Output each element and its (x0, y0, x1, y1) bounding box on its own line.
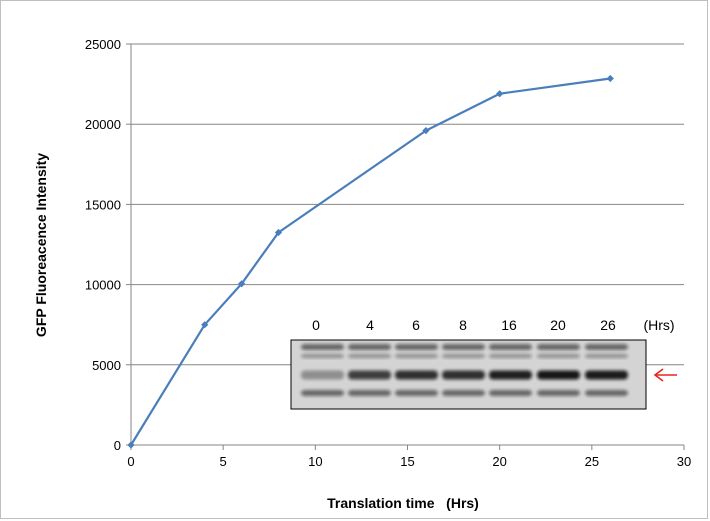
gel-band (301, 344, 344, 350)
gel-band (537, 354, 580, 358)
y-tick-label: 0 (114, 438, 121, 453)
gel-target-band (301, 370, 344, 380)
gel-band (395, 390, 438, 396)
data-point (238, 280, 246, 288)
gel-band (395, 344, 438, 350)
data-point (606, 74, 614, 83)
gel-band (395, 354, 438, 358)
x-tick-label: 15 (400, 454, 414, 469)
gel-band (489, 354, 532, 358)
gel-band (537, 390, 580, 396)
data-point (127, 441, 135, 449)
data-point (201, 321, 209, 329)
gel-band (585, 344, 628, 350)
x-tick-label: 25 (585, 454, 599, 469)
gel-lane-label: 26 (600, 317, 616, 333)
x-ticks: 0 5 10 15 20 25 30 (127, 445, 691, 469)
gel-band (348, 354, 391, 358)
gel-band (489, 390, 532, 396)
y-tick-label: 15000 (85, 197, 121, 212)
data-point (422, 127, 430, 135)
gel-band (442, 344, 485, 350)
data-point (496, 90, 504, 98)
y-tick-label: 10000 (85, 278, 121, 293)
gel-band (348, 390, 391, 396)
gel-lane-label: 8 (459, 317, 467, 333)
gel-target-band (489, 370, 532, 380)
gel-lane-labels: 0 4 6 8 16 20 26 (312, 317, 616, 333)
series-layer (127, 74, 614, 449)
gel-lane-label: 6 (412, 317, 420, 333)
gel-lane-label: 4 (366, 317, 374, 333)
gel-band (301, 354, 344, 358)
arrow-icon (653, 368, 677, 382)
gel-target-band (585, 370, 628, 380)
gel-band (442, 390, 485, 396)
y-tick-label: 25000 (85, 37, 121, 52)
gel-lane-label: 16 (501, 317, 517, 333)
x-axis-title: Translation time (Hrs) (327, 495, 479, 511)
gel-lane-label: 0 (312, 317, 320, 333)
x-tick-label: 20 (492, 454, 506, 469)
x-tick-label: 5 (220, 454, 227, 469)
gel-band (489, 344, 532, 350)
gel-inset: 0 4 6 8 16 20 26 (Hrs) (290, 317, 677, 410)
gel-band (348, 344, 391, 350)
x-tick-label: 0 (127, 454, 134, 469)
x-tick-label: 10 (308, 454, 322, 469)
gel-band (442, 354, 485, 358)
gel-target-band (442, 370, 485, 380)
gel-band (585, 390, 628, 396)
y-ticks: 0 5000 10000 15000 20000 25000 (85, 37, 131, 453)
gel-target-band (348, 370, 391, 380)
data-point (274, 228, 283, 237)
gel-band (585, 354, 628, 358)
y-tick-label: 20000 (85, 117, 121, 132)
gel-unit-label: (Hrs) (643, 317, 674, 333)
gel-lane-label: 20 (550, 317, 566, 333)
y-axis-title: GFP Fluoreacence Intensity (33, 153, 49, 337)
gel-band (537, 344, 580, 350)
y-tick-label: 5000 (92, 358, 121, 373)
gel-lanes (301, 344, 628, 396)
gel-target-band (395, 370, 438, 380)
x-tick-label: 30 (677, 454, 691, 469)
gel-band (301, 390, 344, 396)
gel-target-band (537, 370, 580, 380)
